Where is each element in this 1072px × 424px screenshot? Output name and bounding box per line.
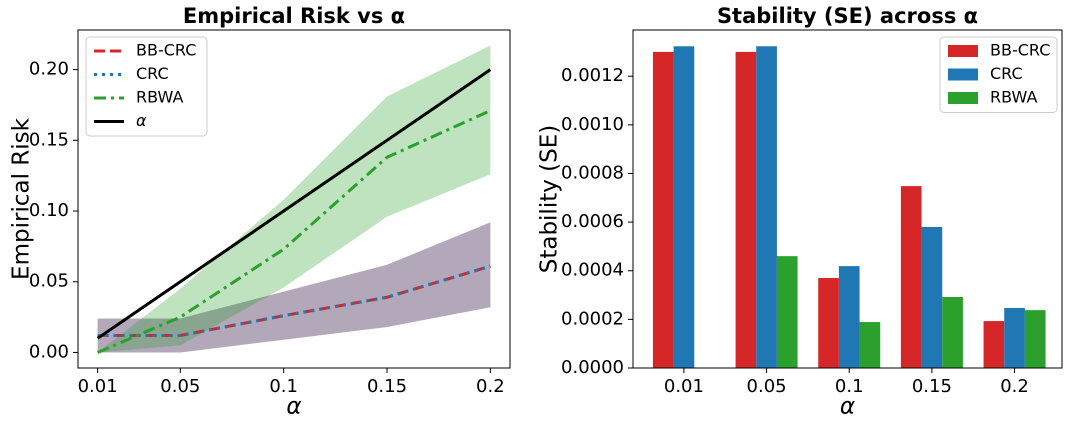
legend: BB-CRC CRC RBWA (939, 36, 1058, 113)
bar (818, 278, 839, 368)
series-line (96, 68, 492, 340)
x-tick-label: 0.15 (367, 376, 407, 397)
legend-label: RBWA (136, 88, 183, 107)
bar (900, 186, 922, 368)
legend-label: CRC (136, 64, 169, 83)
legend: BB-CRC CRC RBWA α (85, 36, 208, 137)
bar (756, 46, 777, 369)
axes-frame (77, 29, 511, 369)
bar (1024, 310, 1046, 368)
bar (983, 321, 1005, 368)
legend-label: BB-CRC (990, 41, 1050, 60)
chart-title: Empirical Risk vs α (183, 4, 405, 28)
x-tick-label: 0.1 (269, 376, 298, 397)
plot-area (96, 45, 492, 354)
series-line (97, 109, 491, 354)
legend-label: BB-CRC (136, 41, 196, 60)
y-tick-label: 0.0010 (561, 114, 624, 135)
bar (776, 256, 798, 368)
y-tick-label: 0.0004 (561, 260, 624, 281)
legend-handle (948, 68, 978, 81)
y-tick-label: 0.05 (29, 271, 69, 292)
bar (735, 51, 757, 369)
bar (652, 51, 674, 369)
y-axis-label: Empirical Risk (9, 117, 35, 280)
x-tick-label: 0.01 (664, 376, 704, 397)
y-tick-label: 0.15 (29, 129, 69, 150)
y-tick-label: 0.0006 (561, 211, 624, 232)
plot-area (652, 46, 1046, 369)
y-tick-label: 0.10 (29, 200, 69, 221)
y-tick-label: 0.00 (29, 341, 69, 362)
x-tick-label: 0.01 (78, 376, 118, 397)
bar (859, 322, 881, 368)
legend-label: RBWA (990, 88, 1037, 107)
x-tick-label: 0.1 (835, 376, 864, 397)
x-tick-label: 0.2 (1000, 376, 1029, 397)
chart-title: Stability (SE) across α (717, 4, 978, 28)
y-axis-label: Stability (SE) (537, 125, 563, 274)
y-tick-label: 0.0008 (561, 162, 624, 183)
axes-frame (632, 29, 1063, 369)
y-tick-label: 0.0002 (561, 308, 624, 329)
legend-handle (948, 45, 978, 57)
x-axis-label: α (286, 394, 301, 420)
legend-label: α (136, 111, 147, 130)
y-tick-label: 0.20 (29, 59, 69, 80)
x-tick-label: 0.15 (912, 376, 952, 397)
y-tick-label: 0.0000 (561, 357, 624, 378)
confidence-band (97, 45, 491, 353)
x-axis-label: α (840, 394, 855, 420)
x-tick-label: 0.2 (476, 376, 505, 397)
x-tick-label: 0.05 (160, 376, 200, 397)
x-tick-label: 0.05 (747, 376, 787, 397)
confidence-band (97, 222, 491, 353)
bar (921, 226, 943, 368)
bar (673, 46, 695, 369)
series-line (97, 264, 491, 337)
legend-handle (948, 92, 978, 104)
confidence-band (97, 222, 491, 353)
bar (1004, 307, 1025, 368)
y-tick-label: 0.0012 (561, 65, 624, 86)
bar (838, 266, 860, 368)
legend-label: CRC (990, 64, 1023, 83)
bar (942, 296, 963, 368)
legend-box (85, 36, 208, 137)
